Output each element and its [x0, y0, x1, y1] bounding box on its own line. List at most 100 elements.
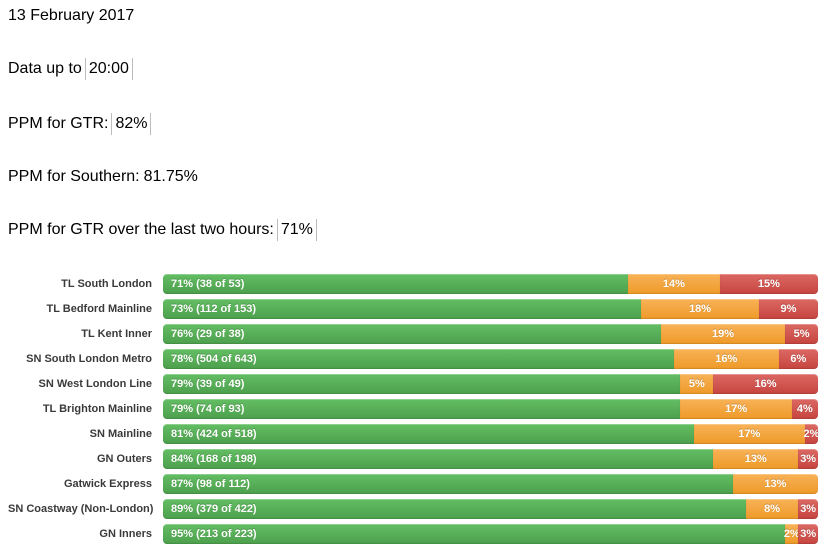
bar-segment-label: 71% (38 of 53) [171, 278, 245, 290]
bar-segment-label: 2% [783, 528, 800, 540]
ppm-southern-value: 81.75% [143, 168, 198, 185]
bar-segment-label: 17% [738, 428, 761, 440]
chart-row-bar: 81% (424 of 518) 17% 2% [163, 424, 820, 444]
bar-segment-label: 3% [800, 503, 817, 515]
chart-row-label: SN South London Metro [26, 353, 152, 365]
data-up-to-line: Data up to 20:00 [8, 58, 822, 80]
chart-row: SN West London Line 79% (39 of 49) 5% 16% [8, 374, 822, 394]
ppm-chart: TL South London 71% (38 of 53) 14% 15% TL … [8, 274, 822, 544]
bar-segment-label: 6% [790, 353, 807, 365]
chart-row: TL Bedford Mainline 73% (112 of 153) 18% 9… [8, 299, 822, 319]
bar-segment-late: 5% [680, 374, 714, 394]
bar-segment-very-late: 3% [798, 449, 818, 469]
ppm-gtr-two-hours-field[interactable]: 71% [276, 219, 317, 241]
bar-segment-label: 73% (112 of 153) [171, 303, 256, 315]
chart-row: SN South London Metro 78% (504 of 643) 16… [8, 349, 822, 369]
bar-segment-on-time: 79% (74 of 93) [163, 399, 681, 419]
bar-segment-on-time: 73% (112 of 153) [163, 299, 642, 319]
ppm-southern-label: PPM for Southern: [8, 168, 140, 185]
bar-segment-label: 19% [712, 328, 735, 340]
ppm-gtr-two-hours-line: PPM for GTR over the last two hours: 71% [8, 219, 822, 241]
bar-segment-very-late: 3% [798, 499, 818, 519]
bar-segment-on-time: 84% (168 of 198) [163, 449, 714, 469]
ppm-gtr-two-hours-label: PPM for GTR over the last two hours: [8, 221, 274, 238]
chart-row-label: SN Coastway (Non-London) [8, 503, 154, 515]
chart-row-bar: 89% (379 of 422) 8% 3% [163, 499, 818, 519]
bar-segment-late: 14% [628, 274, 720, 294]
chart-row-bar: 79% (74 of 93) 17% 4% [163, 399, 818, 419]
bar-segment-on-time: 79% (39 of 49) [163, 374, 681, 394]
chart-row: Gatwick Express 87% (98 of 112) 13% [8, 474, 822, 494]
chart-row: TL Kent Inner 76% (29 of 38) 19% 5% [8, 324, 822, 344]
chart-row-label: SN West London Line [38, 378, 152, 390]
ppm-gtr-field[interactable]: 82% [111, 113, 152, 135]
bar-segment-late: 17% [693, 424, 805, 444]
bar-segment-late: 2% [783, 524, 800, 544]
chart-row-label: Gatwick Express [63, 478, 152, 490]
bar-segment-label: 9% [780, 303, 797, 315]
report-date: 13 February 2017 [8, 7, 135, 24]
chart-row-bar: 84% (168 of 198) 13% 3% [163, 449, 818, 469]
bar-segment-very-late: 15% [719, 274, 818, 294]
bar-segment-label: 4% [796, 403, 813, 415]
chart-row-bar: 73% (112 of 153) 18% 9% [163, 299, 818, 319]
bar-segment-late: 18% [641, 299, 760, 319]
chart-row: SN Mainline 81% (424 of 518) 17% 2% [8, 424, 822, 444]
chart-row-label: TL South London [61, 278, 152, 290]
bar-segment-on-time: 71% (38 of 53) [163, 274, 629, 294]
bar-segment-late: 13% [732, 474, 818, 494]
bar-segment-label: 15% [757, 278, 780, 290]
bar-segment-label: 79% (74 of 93) [171, 403, 245, 415]
bar-segment-very-late: 3% [798, 524, 818, 544]
bar-segment-very-late: 9% [759, 299, 818, 319]
chart-row-bar: 71% (38 of 53) 14% 15% [163, 274, 818, 294]
chart-row-bar: 78% (504 of 643) 16% 6% [163, 349, 818, 369]
bar-segment-very-late: 4% [791, 399, 818, 419]
chart-row: TL South London 71% (38 of 53) 14% 15% [8, 274, 822, 294]
bar-segment-late: 16% [673, 349, 779, 369]
bar-segment-on-time: 76% (29 of 38) [163, 324, 661, 344]
data-up-to-field[interactable]: 20:00 [84, 58, 133, 80]
bar-segment-label: 89% (379 of 422) [171, 503, 257, 515]
bar-segment-late: 13% [713, 449, 799, 469]
chart-row: SN Coastway (Non-London) 89% (379 of 422… [8, 499, 822, 519]
bar-segment-label: 16% [754, 378, 777, 390]
bar-segment-label: 78% (504 of 643) [171, 353, 257, 365]
ppm-gtr-line: PPM for GTR: 82% [8, 113, 822, 135]
chart-row-label: TL Brighton Mainline [42, 403, 152, 415]
bar-segment-label: 84% (168 of 198) [171, 453, 257, 465]
chart-row-label: GN Outers [96, 453, 152, 465]
bar-segment-late: 8% [745, 499, 799, 519]
bar-segment-on-time: 87% (98 of 112) [163, 474, 733, 494]
bar-segment-very-late: 16% [713, 374, 818, 394]
bar-segment-label: 2% [803, 428, 820, 440]
chart-row-label: GN Inners [99, 528, 152, 540]
ppm-southern-line: PPM for Southern: 81.75% [8, 168, 822, 186]
bar-segment-late: 17% [680, 399, 792, 419]
bar-segment-on-time: 95% (213 of 223) [163, 524, 786, 544]
bar-segment-label: 76% (29 of 38) [171, 328, 245, 340]
bar-segment-on-time: 89% (379 of 422) [163, 499, 746, 519]
chart-row: GN Outers 84% (168 of 198) 13% 3% [8, 449, 822, 469]
ppm-gtr-label: PPM for GTR: [8, 115, 109, 132]
bar-segment-on-time: 78% (504 of 643) [163, 349, 674, 369]
bar-segment-label: 5% [793, 328, 810, 340]
chart-row: GN Inners 95% (213 of 223) 2% 3% [8, 524, 822, 544]
chart-row-label: TL Kent Inner [81, 328, 152, 340]
data-up-to-label: Data up to [8, 60, 82, 77]
bar-segment-label: 8% [764, 503, 781, 515]
chart-row-label: TL Bedford Mainline [46, 303, 152, 315]
bar-segment-label: 3% [800, 453, 817, 465]
bar-segment-very-late: 2% [803, 424, 820, 444]
bar-segment-very-late: 5% [785, 324, 818, 344]
bar-segment-label: 87% (98 of 112) [171, 478, 250, 490]
bar-segment-on-time: 81% (424 of 518) [163, 424, 694, 444]
chart-row-bar: 76% (29 of 38) 19% 5% [163, 324, 818, 344]
bar-segment-label: 79% (39 of 49) [171, 378, 245, 390]
bar-segment-label: 95% (213 of 223) [171, 528, 257, 540]
bar-segment-label: 5% [688, 378, 705, 390]
chart-row-bar: 95% (213 of 223) 2% 3% [163, 524, 818, 544]
chart-row-bar: 87% (98 of 112) 13% [163, 474, 818, 494]
bar-segment-label: 3% [800, 528, 817, 540]
